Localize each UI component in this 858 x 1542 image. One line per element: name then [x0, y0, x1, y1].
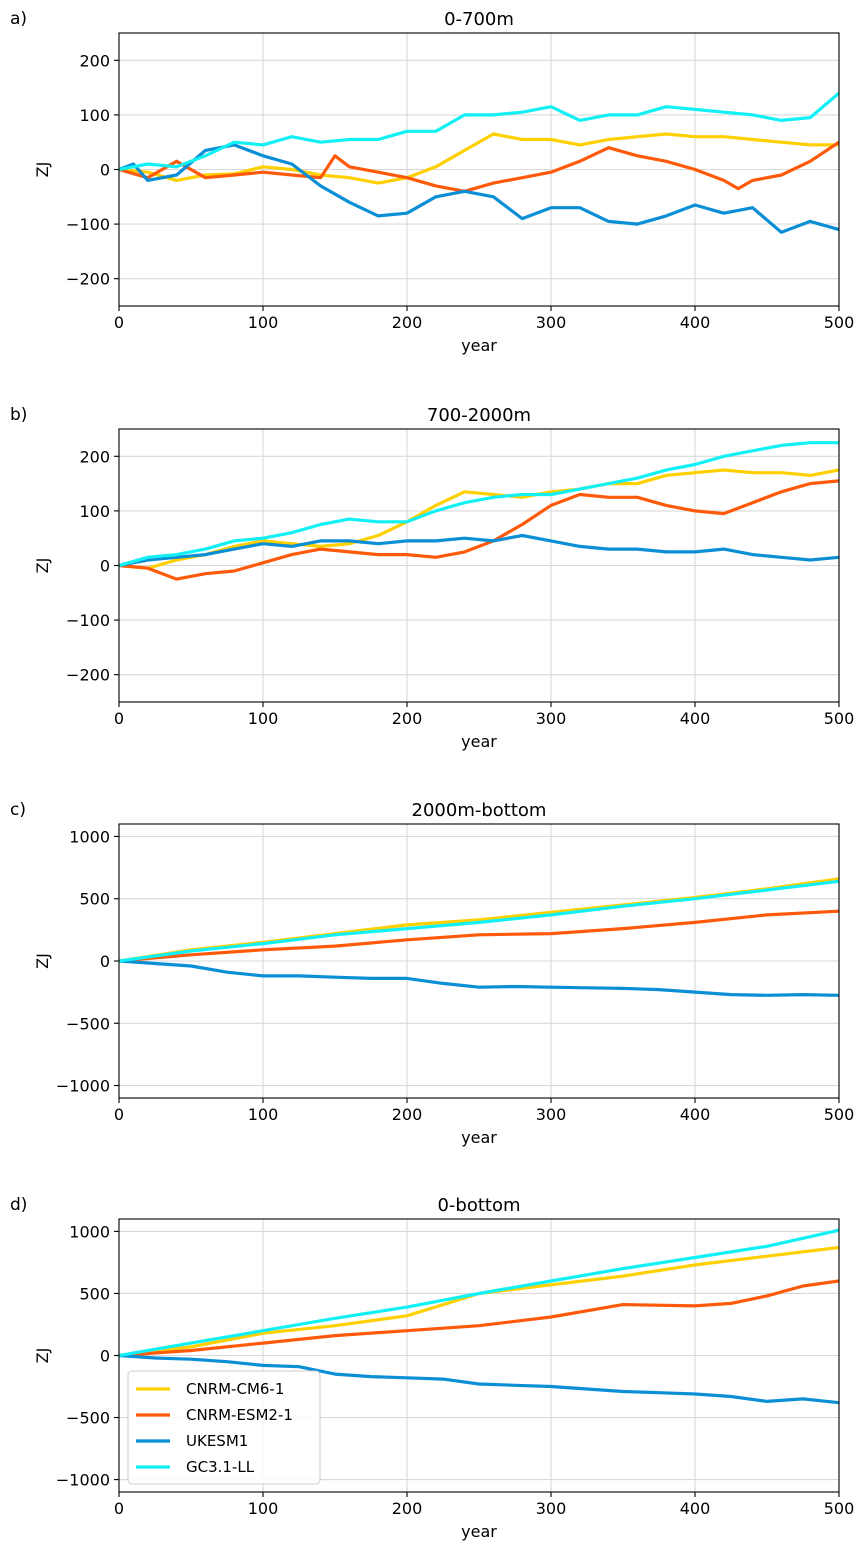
panel-letter: c): [10, 800, 26, 820]
legend: CNRM-CM6-1 CNRM-ESM2-1 UKESM1 GC3.1-LL: [127, 1370, 321, 1485]
y-tick-label: 0: [100, 1347, 110, 1366]
panel-letter: d): [10, 1195, 27, 1215]
x-tick-label: 100: [248, 1499, 279, 1518]
x-tick-label: 200: [392, 1105, 423, 1124]
series-line-gc3-1-ll: [119, 91, 839, 172]
y-tick-label: 200: [79, 447, 110, 466]
series-line-cnrm-cm6-1: [119, 132, 839, 185]
series-line-gc3-1-ll: [119, 879, 839, 963]
y-tick-label: 0: [100, 952, 110, 971]
y-tick-label: 1000: [69, 1222, 110, 1241]
series-line-gc3-1-ll: [119, 1228, 839, 1358]
x-axis-label: year: [461, 732, 497, 751]
legend-label: UKESM1: [186, 1432, 248, 1450]
legend-label: GC3.1-LL: [186, 1458, 255, 1476]
x-tick-label: 500: [824, 1105, 855, 1124]
y-tick-label: 500: [79, 890, 110, 909]
panel-title: 700-2000m: [427, 405, 531, 426]
series-group: [119, 1228, 839, 1405]
x-axis-label: year: [461, 1522, 497, 1541]
x-tick-label: 0: [114, 313, 124, 332]
panel-a: 0 100 200 300 400 500 −200 −100 0 100 200 year ZJ 0-7…: [10, 9, 854, 355]
x-tick-label: 500: [824, 1499, 855, 1518]
y-tick-label: −100: [66, 215, 110, 234]
y-axis-label: ZJ: [33, 558, 52, 574]
y-tick-label: 500: [79, 1284, 110, 1303]
x-tick-label: 400: [680, 1105, 711, 1124]
panel-title: 0-700m: [444, 9, 514, 30]
x-axis-label: year: [461, 1128, 497, 1147]
y-tick-label: 0: [100, 161, 110, 180]
panel-d: 0 100 200 300 400 500 −1000 −500 0 500 1000 year ZJ 0…: [10, 1195, 854, 1541]
y-tick-label: −1000: [56, 1077, 110, 1096]
series-line-ukesm1: [119, 1353, 839, 1405]
y-tick-label: −500: [66, 1409, 110, 1428]
series-group: [119, 441, 839, 581]
x-tick-label: 500: [824, 709, 855, 728]
y-tick-label: 1000: [69, 827, 110, 846]
x-tick-label: 300: [536, 313, 567, 332]
series-group: [119, 877, 839, 997]
x-tick-label: 100: [248, 1105, 279, 1124]
series-line-cnrm-esm2-1: [119, 909, 839, 963]
y-axis-label: ZJ: [33, 1348, 52, 1364]
y-tick-label: −200: [66, 270, 110, 289]
x-tick-label: 200: [392, 709, 423, 728]
y-axis-label: ZJ: [33, 953, 52, 969]
x-tick-label: 100: [248, 313, 279, 332]
legend-label: CNRM-ESM2-1: [186, 1406, 293, 1424]
series-line-cnrm-esm2-1: [119, 479, 839, 581]
series-line-ukesm1: [119, 959, 839, 997]
x-tick-label: 100: [248, 709, 279, 728]
x-axis-label: year: [461, 336, 497, 355]
x-tick-label: 300: [536, 709, 567, 728]
y-tick-label: −100: [66, 611, 110, 630]
x-tick-label: 400: [680, 1499, 711, 1518]
y-tick-label: 200: [79, 51, 110, 70]
x-tick-label: 200: [392, 313, 423, 332]
series-line-cnrm-cm6-1: [119, 468, 839, 570]
series-line-ukesm1: [119, 533, 839, 568]
x-tick-label: 200: [392, 1499, 423, 1518]
y-tick-label: −1000: [56, 1471, 110, 1490]
x-tick-label: 400: [680, 313, 711, 332]
x-tick-label: 300: [536, 1499, 567, 1518]
y-tick-label: 0: [100, 557, 110, 576]
x-tick-label: 0: [114, 1499, 124, 1518]
series-group: [119, 91, 839, 234]
x-tick-label: 0: [114, 1105, 124, 1124]
panel-letter: a): [10, 9, 27, 29]
y-tick-label: 100: [79, 502, 110, 521]
panel-b: 0 100 200 300 400 500 −200 −100 0 100 200 year ZJ 700…: [10, 405, 854, 751]
series-line-cnrm-cm6-1: [119, 1245, 839, 1358]
series-line-cnrm-esm2-1: [119, 140, 839, 193]
series-line-gc3-1-ll: [119, 441, 839, 568]
legend-label: CNRM-CM6-1: [186, 1380, 284, 1398]
y-tick-label: −200: [66, 666, 110, 685]
legend-box: [127, 1370, 321, 1485]
panel-title: 0-bottom: [437, 1195, 520, 1216]
x-tick-label: 0: [114, 709, 124, 728]
panel-letter: b): [10, 405, 27, 425]
x-tick-label: 500: [824, 313, 855, 332]
y-tick-label: −500: [66, 1014, 110, 1033]
series-line-cnrm-esm2-1: [119, 1279, 839, 1358]
y-tick-label: 100: [79, 106, 110, 125]
x-tick-label: 400: [680, 709, 711, 728]
x-tick-label: 300: [536, 1105, 567, 1124]
y-axis-label: ZJ: [33, 162, 52, 178]
panel-c: 0 100 200 300 400 500 −1000 −500 0 500 1000 year ZJ 2…: [10, 800, 854, 1147]
series-line-ukesm1: [119, 143, 839, 234]
panel-title: 2000m-bottom: [412, 800, 547, 821]
